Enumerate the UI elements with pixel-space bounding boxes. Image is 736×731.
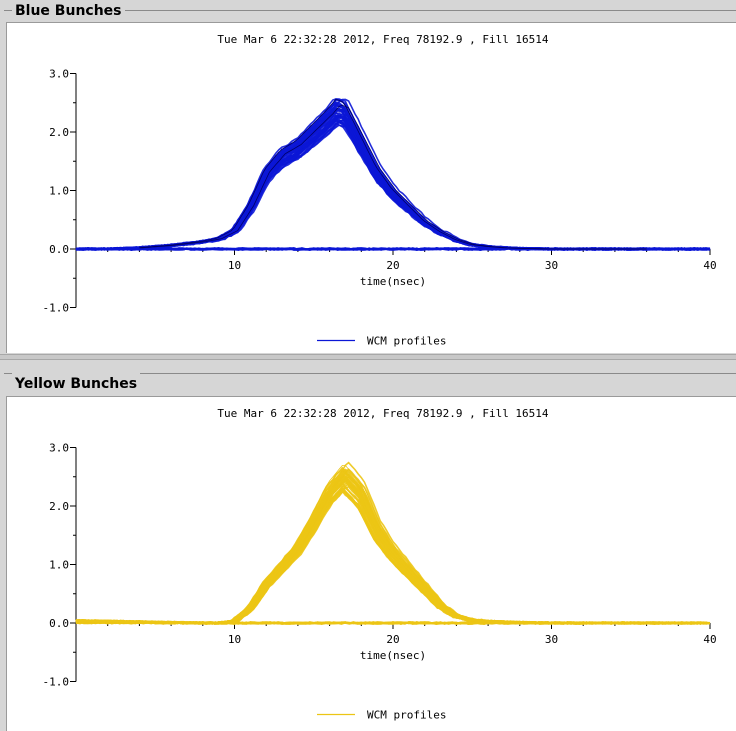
x-tick-label: 10 — [228, 259, 241, 272]
plot-area: Tue Mar 6 22:32:28 2012, Freq 78192.9 , … — [6, 22, 736, 353]
profile-trace — [75, 98, 707, 251]
blue-bunches-panel: Blue Bunches Tue Mar 6 22:32:28 2012, Fr… — [0, 0, 736, 356]
yellow-bunches-chart: Tue Mar 6 22:32:28 2012, Freq 78192.9 , … — [43, 407, 717, 722]
x-tick-label: 30 — [545, 259, 558, 272]
profile-outline — [139, 468, 647, 624]
profile-trace — [75, 114, 707, 251]
y-tick-label: 3.0 — [49, 68, 69, 81]
profile-trace — [75, 114, 707, 251]
profile-trace — [75, 474, 707, 625]
x-tick-label: 40 — [703, 633, 716, 646]
profile-trace — [75, 104, 707, 251]
profile-trace — [75, 101, 707, 251]
profile-trace — [75, 115, 707, 251]
x-tick-label: 10 — [228, 633, 241, 646]
panel-title: Yellow Bunches — [12, 373, 141, 395]
profile-trace — [75, 491, 707, 625]
profile-trace — [76, 107, 707, 251]
profile-trace — [75, 115, 707, 251]
panel-separator[interactable] — [0, 354, 736, 360]
y-tick-label: 2.0 — [49, 500, 69, 513]
plot-area: Tue Mar 6 22:32:28 2012, Freq 78192.9 , … — [6, 396, 736, 731]
x-tick-label: 40 — [703, 259, 716, 272]
profile-trace — [75, 115, 708, 251]
profile-outline — [139, 98, 647, 250]
profile-trace — [75, 107, 707, 251]
x-tick-label: 20 — [386, 259, 399, 272]
series-wcm-profiles — [75, 98, 711, 251]
profile-trace — [75, 99, 708, 251]
profile-trace — [75, 114, 707, 251]
y-tick-label: 1.0 — [49, 559, 69, 572]
y-tick-label: 3.0 — [49, 442, 69, 455]
profile-outline — [139, 104, 647, 250]
y-tick-label: 1.0 — [49, 185, 69, 198]
profile-trace — [75, 101, 707, 251]
profile-trace — [75, 98, 707, 251]
chart-title: Tue Mar 6 22:32:28 2012, Freq 78192.9 , … — [217, 407, 549, 420]
y-tick-label: 2.0 — [49, 126, 69, 139]
panel-border — [4, 373, 736, 374]
legend-label: WCM profiles — [367, 335, 446, 348]
panel-border — [4, 10, 736, 11]
series-wcm-profiles — [75, 461, 711, 625]
y-tick-label: 0.0 — [49, 243, 69, 256]
profile-trace — [75, 107, 707, 251]
legend-label: WCM profiles — [367, 709, 446, 722]
profile-trace — [75, 102, 707, 251]
y-tick-label: 0.0 — [49, 617, 69, 630]
profile-trace — [75, 98, 708, 251]
yellow-bunches-panel: Yellow Bunches Tue Mar 6 22:32:28 2012, … — [0, 362, 736, 731]
blue-bunches-chart: Tue Mar 6 22:32:28 2012, Freq 78192.9 , … — [43, 33, 717, 348]
y-tick-label: -1.0 — [43, 302, 70, 315]
panel-title: Blue Bunches — [12, 0, 125, 22]
x-axis-label: time(nsec) — [360, 649, 426, 662]
y-tick-label: -1.0 — [43, 676, 70, 689]
x-axis-label: time(nsec) — [360, 275, 426, 288]
chart-title: Tue Mar 6 22:32:28 2012, Freq 78192.9 , … — [217, 33, 549, 46]
x-tick-label: 20 — [386, 633, 399, 646]
profile-trace — [75, 103, 708, 251]
profile-trace — [75, 107, 707, 251]
x-tick-label: 30 — [545, 633, 558, 646]
profile-trace — [75, 104, 708, 251]
profile-trace — [75, 114, 707, 251]
